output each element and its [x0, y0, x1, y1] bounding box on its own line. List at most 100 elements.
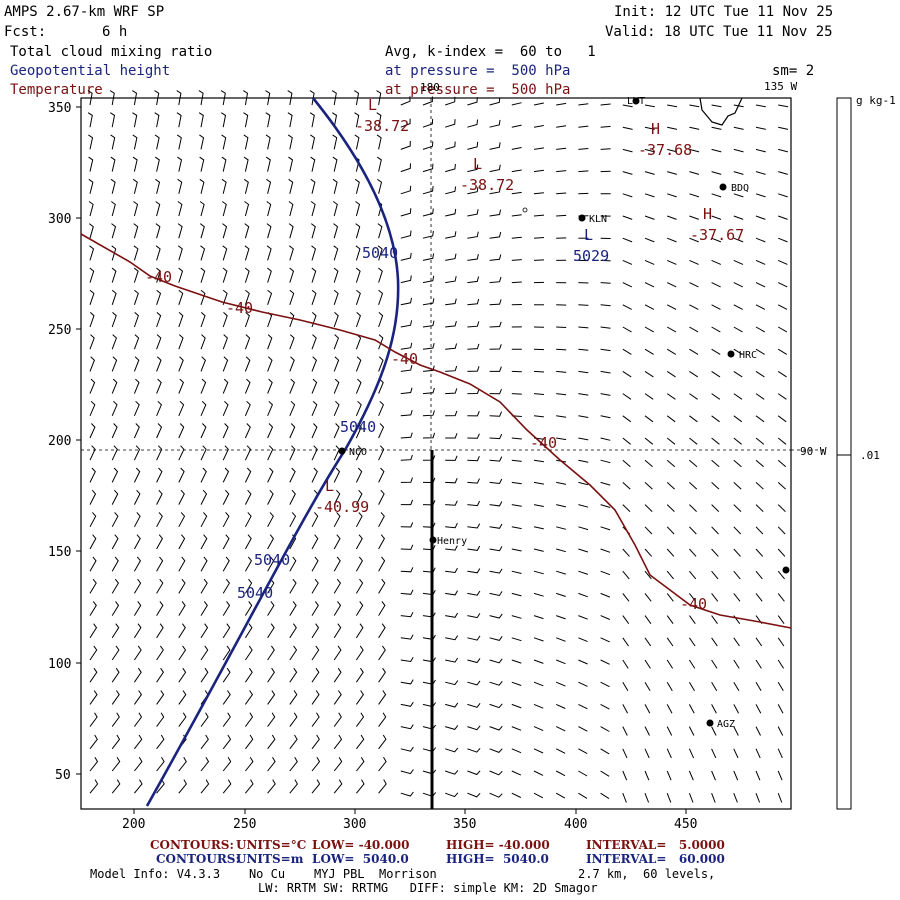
wind-barb: [222, 690, 231, 705]
wind-barb: [178, 757, 187, 772]
wind-barb: [289, 623, 297, 639]
wind-barb: [111, 690, 120, 705]
wind-barb: [755, 437, 765, 445]
wind-barb: [133, 267, 139, 283]
colorbar-value: .01: [860, 449, 880, 462]
wind-barb: [667, 215, 677, 220]
wind-barb: [622, 304, 632, 310]
wind-barb: [133, 356, 140, 372]
wind-barb: [267, 423, 274, 439]
pressure-height: at pressure = 500 hPa: [385, 63, 571, 79]
wind-barb: [289, 356, 295, 372]
wind-barb: [755, 793, 761, 803]
wind-barb: [445, 208, 457, 217]
wind-barb: [267, 289, 273, 305]
wind-barb: [778, 126, 789, 130]
wind-barb: [311, 734, 320, 750]
temp-contour-label: -40: [680, 595, 707, 613]
wind-barb: [178, 423, 185, 439]
wind-barb: [333, 423, 340, 439]
wind-barb: [689, 415, 698, 423]
low-value: 5029: [573, 247, 609, 265]
wind-barb: [556, 681, 566, 687]
wind-barb: [156, 467, 163, 483]
wind-barb: [132, 90, 138, 106]
wind-barb: [777, 593, 785, 602]
wind-barb: [156, 489, 163, 505]
wind-barb: [533, 615, 544, 620]
height-contour-label: 5040: [237, 584, 273, 602]
wind-barb: [221, 178, 227, 194]
wind-barb: [644, 570, 652, 580]
coastline: [699, 97, 743, 126]
wind-barb: [666, 482, 675, 490]
wind-barb: [134, 757, 143, 772]
wind-barb: [422, 320, 435, 328]
wind-barb: [489, 770, 503, 776]
wind-barb: [400, 499, 414, 506]
wind-barb: [644, 593, 652, 602]
wind-barb: [511, 259, 522, 261]
wind-barb: [711, 793, 716, 803]
wind-barb: [133, 245, 139, 261]
wind-barb: [600, 548, 611, 553]
wind-barb: [600, 459, 611, 464]
wind-barb: [222, 601, 231, 616]
wind-barb: [200, 556, 208, 572]
wind-barb: [422, 118, 434, 128]
wind-barb: [578, 125, 589, 128]
wind-barb: [333, 356, 340, 372]
wind-barb: [400, 769, 414, 775]
wind-barb: [777, 459, 787, 468]
y-tick: 350: [48, 101, 71, 116]
wind-barb: [111, 245, 117, 261]
high-value: -37.68: [638, 141, 692, 159]
wind-barb: [132, 178, 138, 194]
wind-barb: [422, 298, 435, 306]
wind-barb: [133, 556, 142, 572]
y-tick: 150: [48, 545, 71, 560]
wind-barb: [644, 770, 650, 781]
wind-barb: [733, 348, 743, 355]
wind-barb: [178, 623, 186, 639]
height-contour-label: 5040: [362, 244, 398, 262]
wind-barb: [400, 320, 413, 328]
wind-barb: [133, 712, 143, 727]
wind-barb: [378, 779, 387, 794]
model-title: AMPS 2.67-km WRF SP: [4, 4, 165, 20]
wind-barb: [511, 659, 522, 664]
wind-barb: [600, 770, 610, 777]
wind-barb: [289, 601, 297, 616]
wind-barb: [110, 178, 116, 194]
wind-barb: [622, 126, 633, 130]
wind-barb: [178, 467, 185, 483]
wind-barb: [267, 556, 275, 572]
wind-barb: [265, 134, 271, 150]
wind-barb: [310, 178, 316, 194]
wind-barb: [533, 459, 544, 463]
wind-barb: [178, 601, 186, 616]
wind-barb: [755, 215, 766, 220]
wind-barb: [689, 548, 697, 557]
wind-barb: [267, 623, 275, 639]
wind-barb: [578, 770, 588, 777]
wind-barb: [311, 267, 317, 283]
wind-barb: [245, 779, 254, 794]
wind-barb: [177, 245, 183, 261]
wind-barb: [178, 289, 184, 305]
wind-barb: [245, 734, 254, 750]
wind-barb: [578, 792, 588, 799]
low-value: -40.99: [315, 498, 369, 516]
wind-barb: [200, 489, 208, 505]
wind-barb: [445, 725, 459, 730]
contours-height-low: LOW= 5040.0: [312, 852, 409, 866]
wind-barb: [600, 726, 610, 732]
wind-barb: [777, 770, 783, 781]
wind-barb: [733, 370, 743, 378]
wind-barb: [200, 734, 209, 750]
wind-barb: [244, 245, 250, 261]
wind-barb: [666, 326, 677, 333]
wind-barb: [400, 746, 414, 752]
wind-barb: [689, 282, 699, 288]
wind-barb: [688, 681, 695, 692]
